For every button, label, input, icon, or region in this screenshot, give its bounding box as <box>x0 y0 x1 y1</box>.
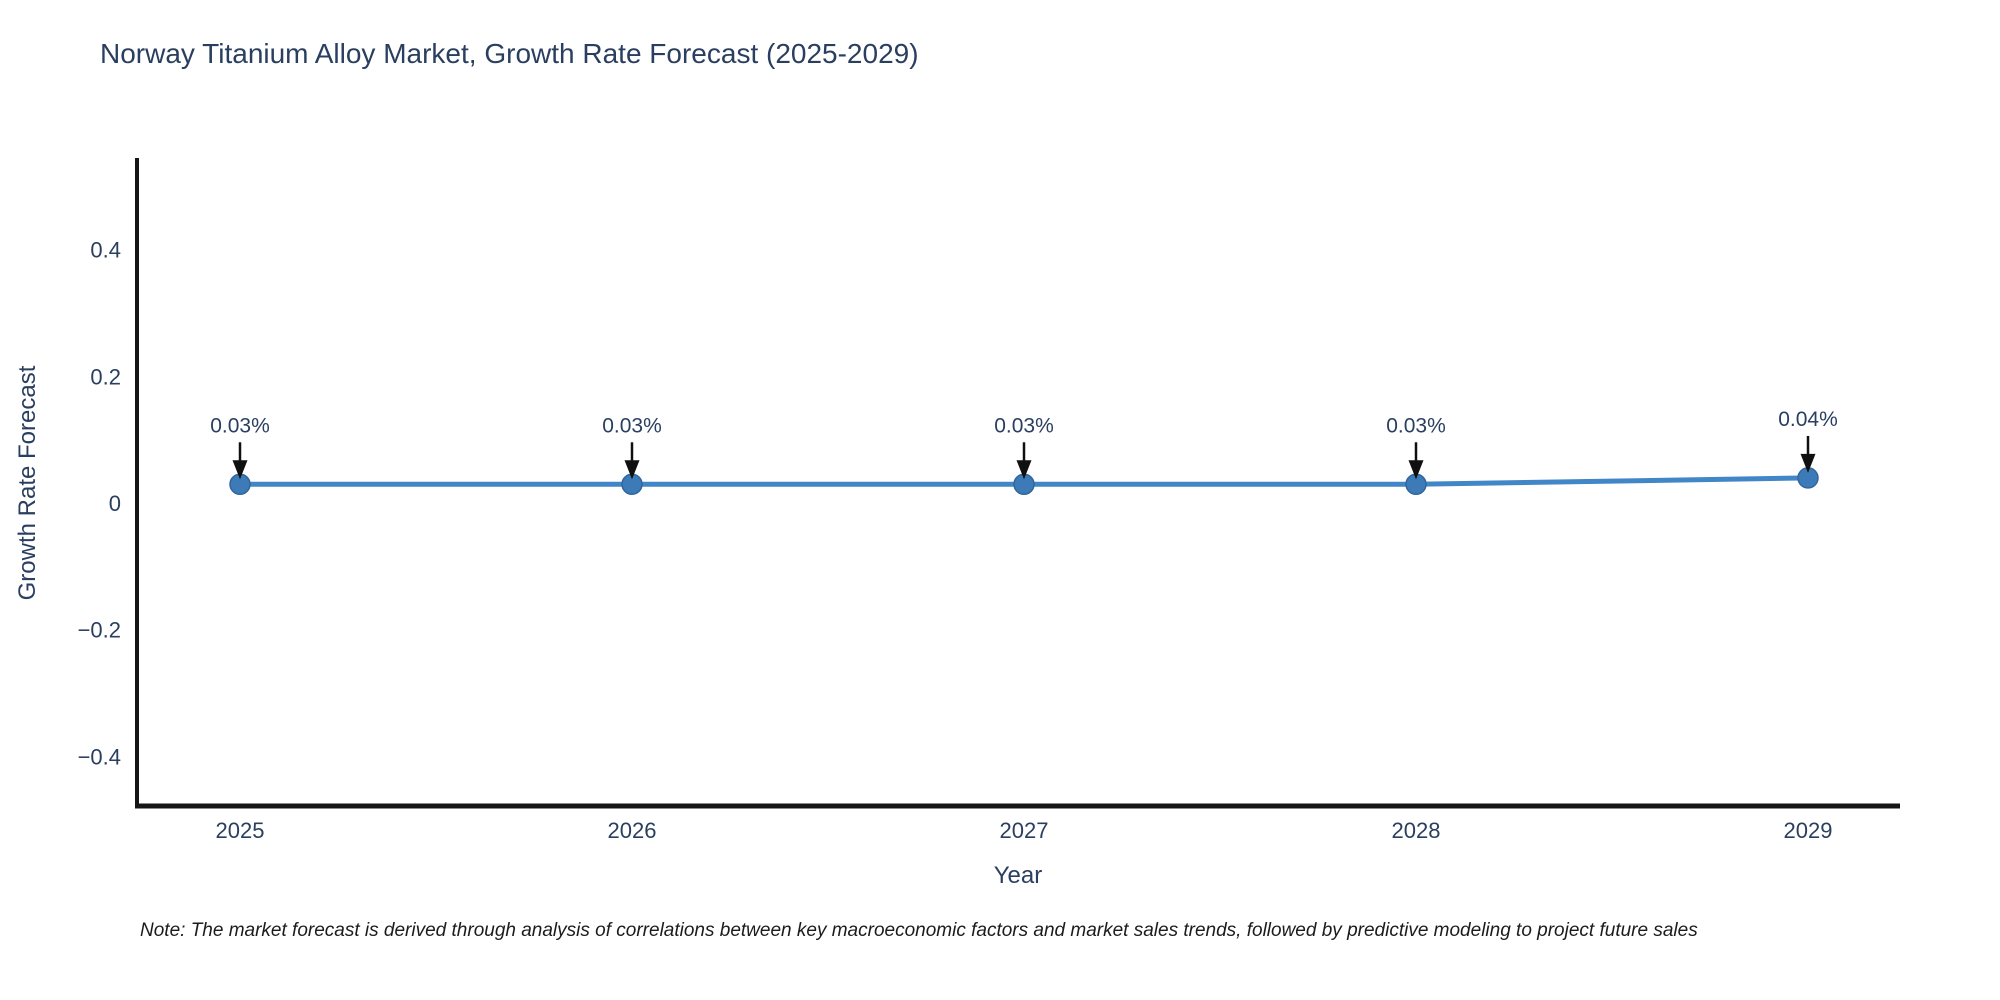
y-tick-label: 0 <box>109 491 121 516</box>
x-tick-label: 2025 <box>216 818 265 843</box>
annotation-label: 0.04% <box>1778 408 1838 431</box>
footnote: Note: The market forecast is derived thr… <box>140 920 1698 941</box>
annotation-arrowhead <box>1016 460 1032 480</box>
annotation-label: 0.03% <box>210 414 270 437</box>
annotation-arrowhead <box>624 460 640 480</box>
chart-title: Norway Titanium Alloy Market, Growth Rat… <box>100 38 919 69</box>
x-axis-title: Year <box>993 862 1043 889</box>
x-tick-label: 2028 <box>1392 818 1441 843</box>
y-tick-label: 0.2 <box>90 364 121 389</box>
y-tick-label: −0.4 <box>78 744 121 769</box>
annotation-label: 0.03% <box>1386 414 1446 437</box>
annotation-arrowhead <box>232 460 248 480</box>
x-tick-label: 2029 <box>1784 818 1833 843</box>
annotation-arrowhead <box>1408 460 1424 480</box>
annotation-label: 0.03% <box>602 414 662 437</box>
y-tick-label: −0.2 <box>78 618 121 643</box>
y-tick-label: 0.4 <box>90 238 121 263</box>
annotation-arrowhead <box>1800 453 1816 473</box>
annotation-label: 0.03% <box>994 414 1054 437</box>
x-tick-label: 2027 <box>1000 818 1049 843</box>
x-tick-label: 2026 <box>608 818 657 843</box>
